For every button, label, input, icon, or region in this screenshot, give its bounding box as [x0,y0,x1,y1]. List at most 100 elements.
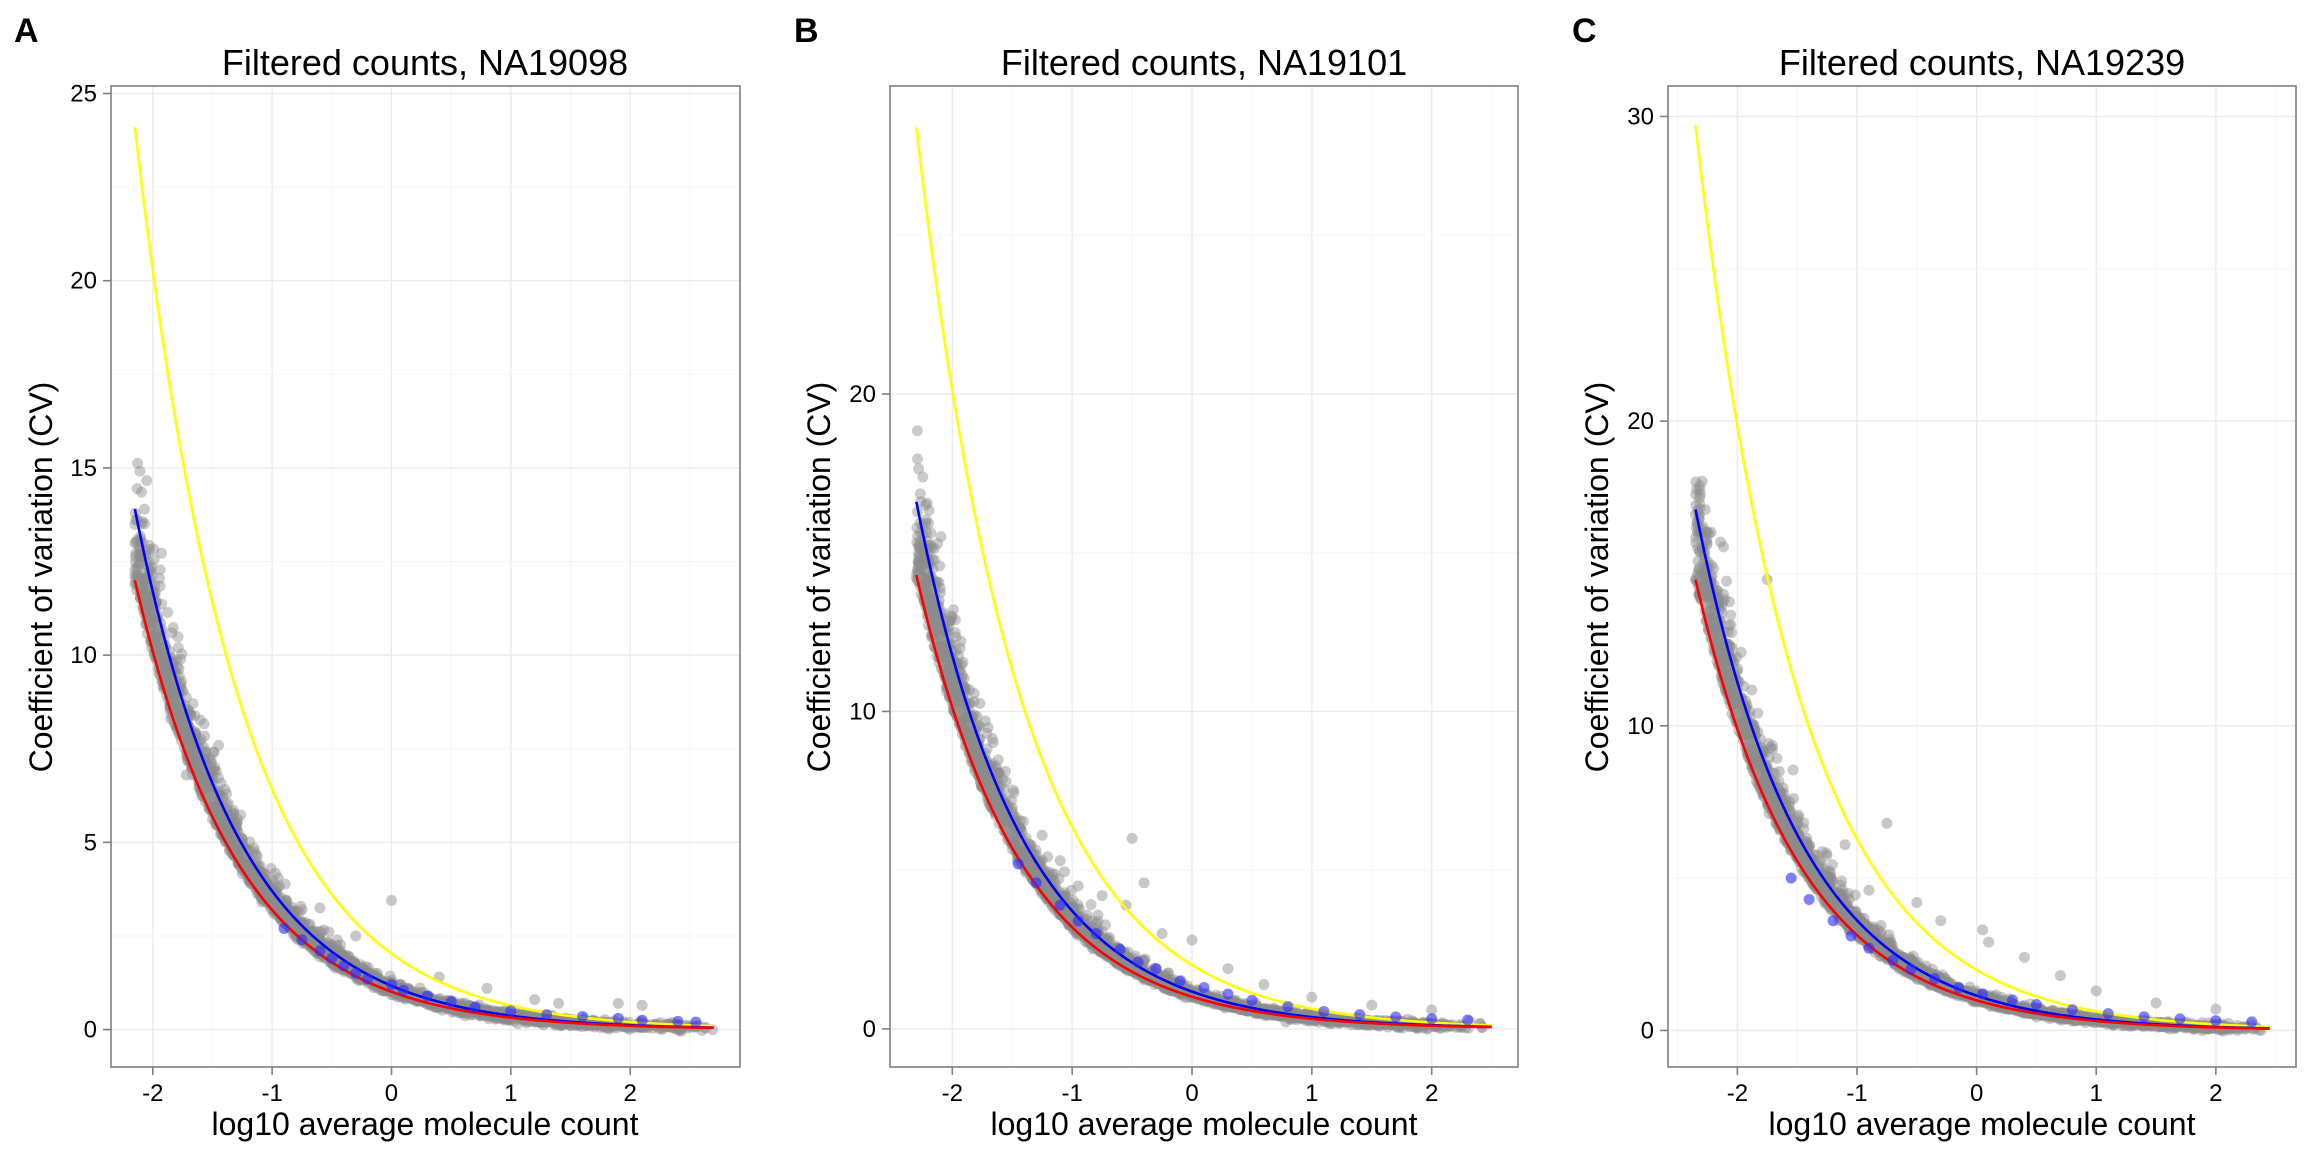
gray-point [295,921,307,933]
blue-point [421,990,433,1002]
gray-point [334,939,346,951]
gray-point [212,809,224,821]
gray-point [911,425,923,437]
gray-point [129,564,141,576]
outlier-point [385,894,397,906]
gray-point [209,803,221,815]
gray-point [167,622,179,634]
gray-point [150,638,162,650]
gray-point [266,893,278,905]
gray-point [253,884,265,896]
gray-point [254,879,266,891]
gray-point [151,631,163,643]
gray-point [1059,866,1071,878]
gray-point [242,860,254,872]
chart-title: Filtered counts, NA19101 [1001,42,1407,83]
gray-point [169,697,181,709]
gray-point [314,933,326,945]
blue-point [350,967,362,979]
gray-point [278,898,290,910]
gray-point [208,746,220,758]
gray-point [221,788,233,800]
gray-point [163,680,175,692]
gray-point [305,932,317,944]
gray-point [273,908,285,920]
gray-point [139,574,151,586]
gray-point [189,710,201,722]
gray-point [198,741,210,753]
gray-point [188,749,200,761]
gray-point [131,483,143,495]
gray-point [289,916,301,928]
gray-point [156,652,168,664]
gray-point [267,896,279,908]
gray-point [221,826,233,838]
gray-point [129,537,141,549]
gray-point [362,961,374,973]
y-tick-label: 25 [70,80,97,107]
gray-point [141,600,153,612]
gray-point [251,868,263,880]
gray-point [178,722,190,734]
x-axis-label: log10 average molecule count [212,1106,639,1142]
plot-area [129,127,719,1037]
gray-point [184,743,196,755]
gray-point [309,935,321,947]
gray-point [143,544,155,556]
gray-point [229,839,241,851]
gray-point [152,630,164,642]
gray-point [139,595,151,607]
gray-point [244,836,256,848]
gray-point [152,632,164,644]
gray-point [171,703,183,715]
gray-point [136,515,148,527]
outlier-point [529,994,541,1006]
gray-point [184,744,196,756]
gray-point [316,935,328,947]
gray-point [259,879,271,891]
gray-point [160,665,172,677]
gray-point [167,690,179,702]
gray-point [992,754,1004,766]
gray-point [309,935,321,947]
gray-point [160,659,172,671]
gray-point [166,692,178,704]
gray-point [188,753,200,765]
gray-point [181,727,193,739]
blue-point [278,922,290,934]
outlier-point [180,769,192,781]
y-tick-label: 20 [70,268,97,295]
gray-point [147,617,159,629]
gray-point [243,863,255,875]
gray-point [138,503,150,515]
gray-point [512,1018,524,1030]
outlier-point [350,930,362,942]
gray-point [156,642,168,654]
gray-point [181,725,193,737]
gray-point [140,591,152,603]
gray-point [154,580,166,592]
gray-point [279,878,291,890]
gray-point [246,866,258,878]
gray-point [313,926,325,938]
blue-point [636,1014,648,1026]
gray-point [143,611,155,623]
gray-point [340,949,352,961]
gray-point [139,590,151,602]
gray-point [276,907,288,919]
gray-point [140,592,152,604]
gray-point [164,683,176,695]
gray-point [175,653,187,665]
gray-point [323,926,335,938]
gray-point [199,730,211,742]
gray-point [200,782,212,794]
gray-point [211,766,223,778]
outlier-point [296,904,308,916]
gray-point [165,687,177,699]
gray-point [145,608,157,620]
gray-point [269,904,281,916]
gray-point [217,817,229,829]
gray-point [141,475,153,487]
gray-point [280,894,292,906]
gray-point [144,603,156,615]
